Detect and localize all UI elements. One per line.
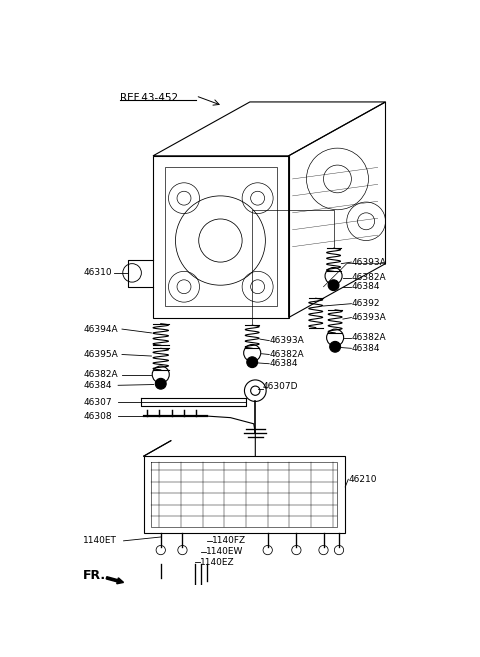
Text: 46393A: 46393A: [351, 313, 386, 322]
Text: 1140ET: 1140ET: [83, 536, 117, 545]
Text: 46384: 46384: [269, 359, 298, 368]
Text: 46384: 46384: [351, 344, 380, 353]
Text: 46382A: 46382A: [351, 273, 386, 282]
Text: 46382A: 46382A: [269, 350, 304, 359]
Circle shape: [330, 342, 340, 352]
Text: FR.: FR.: [83, 569, 107, 582]
Text: 46393A: 46393A: [269, 336, 304, 345]
Text: 46308: 46308: [83, 411, 112, 420]
Circle shape: [247, 357, 258, 367]
Text: 46395A: 46395A: [83, 350, 118, 359]
Text: 46392: 46392: [351, 299, 380, 308]
Text: 46310: 46310: [83, 268, 112, 277]
Text: 1140EZ: 1140EZ: [200, 558, 234, 567]
Circle shape: [156, 378, 166, 389]
Circle shape: [328, 280, 339, 290]
Text: 46382A: 46382A: [83, 370, 118, 379]
Text: 46393A: 46393A: [351, 258, 386, 267]
Text: 46382A: 46382A: [351, 333, 386, 342]
Text: 1140FZ: 1140FZ: [212, 536, 246, 545]
Text: 46307: 46307: [83, 397, 112, 407]
Text: 1140EW: 1140EW: [206, 547, 243, 556]
Text: 46307D: 46307D: [263, 382, 299, 392]
Text: 46394A: 46394A: [83, 325, 118, 334]
Text: 46210: 46210: [348, 475, 377, 484]
Text: 46384: 46384: [351, 283, 380, 291]
Text: 46384: 46384: [83, 381, 112, 390]
FancyArrow shape: [106, 577, 123, 584]
Text: REF.43-452: REF.43-452: [120, 93, 179, 102]
